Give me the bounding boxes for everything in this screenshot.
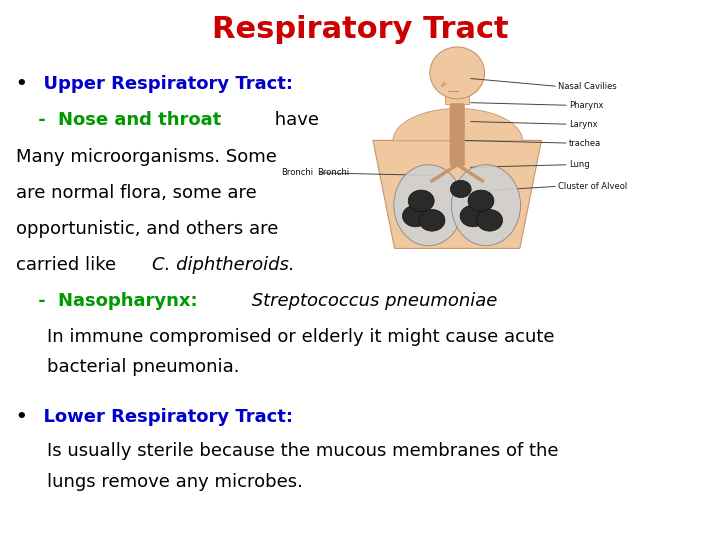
Ellipse shape: [451, 180, 471, 198]
Text: Streptococcus pneumoniae: Streptococcus pneumoniae: [246, 292, 498, 310]
FancyBboxPatch shape: [450, 110, 464, 118]
Text: Lower Respiratory Tract:: Lower Respiratory Tract:: [31, 408, 293, 426]
FancyBboxPatch shape: [450, 144, 464, 152]
Text: carried like: carried like: [16, 256, 122, 274]
Text: Nasopharynx:: Nasopharynx:: [58, 292, 204, 310]
Text: Respiratory Tract: Respiratory Tract: [212, 15, 508, 44]
Ellipse shape: [468, 190, 494, 212]
Text: Bronchi: Bronchi: [317, 168, 349, 177]
Text: Many microorganisms. Some: Many microorganisms. Some: [16, 147, 276, 166]
FancyBboxPatch shape: [450, 131, 464, 139]
Ellipse shape: [451, 165, 521, 246]
Polygon shape: [373, 140, 541, 248]
Text: Cluster of Alveol: Cluster of Alveol: [558, 182, 627, 191]
Text: Pharynx: Pharynx: [569, 101, 603, 110]
FancyBboxPatch shape: [445, 74, 469, 104]
Text: -: -: [32, 292, 53, 310]
FancyBboxPatch shape: [450, 117, 464, 125]
Ellipse shape: [477, 210, 503, 231]
Ellipse shape: [419, 210, 445, 231]
FancyBboxPatch shape: [450, 138, 464, 145]
Ellipse shape: [430, 47, 485, 99]
Ellipse shape: [394, 165, 463, 246]
Text: Upper Respiratory Tract:: Upper Respiratory Tract:: [31, 75, 293, 93]
Text: are normal flora, some are: are normal flora, some are: [16, 184, 256, 202]
Text: trachea: trachea: [569, 139, 601, 147]
Text: •: •: [16, 75, 27, 93]
Text: Bronchi: Bronchi: [281, 168, 313, 177]
Ellipse shape: [408, 190, 434, 212]
Text: bacterial pneumonia.: bacterial pneumonia.: [47, 358, 239, 376]
Ellipse shape: [460, 205, 486, 227]
Text: C. diphtheroids.: C. diphtheroids.: [153, 256, 295, 274]
Text: Nasal Cavilies: Nasal Cavilies: [558, 82, 617, 91]
Text: -: -: [32, 111, 53, 130]
FancyBboxPatch shape: [450, 151, 464, 159]
Text: Nose and throat: Nose and throat: [58, 111, 222, 130]
Text: In immune compromised or elderly it might cause acute: In immune compromised or elderly it migh…: [47, 328, 554, 347]
Text: Larynx: Larynx: [569, 120, 598, 129]
Text: Is usually sterile because the mucous membranes of the: Is usually sterile because the mucous me…: [47, 442, 558, 460]
Ellipse shape: [402, 205, 428, 227]
Text: have: have: [269, 111, 319, 130]
Text: Lung: Lung: [569, 160, 590, 169]
FancyBboxPatch shape: [450, 124, 464, 132]
Text: lungs remove any microbes.: lungs remove any microbes.: [47, 472, 302, 491]
FancyBboxPatch shape: [450, 104, 464, 112]
FancyBboxPatch shape: [450, 158, 464, 166]
Text: •: •: [16, 408, 27, 426]
Text: opportunistic, and others are: opportunistic, and others are: [16, 220, 278, 238]
